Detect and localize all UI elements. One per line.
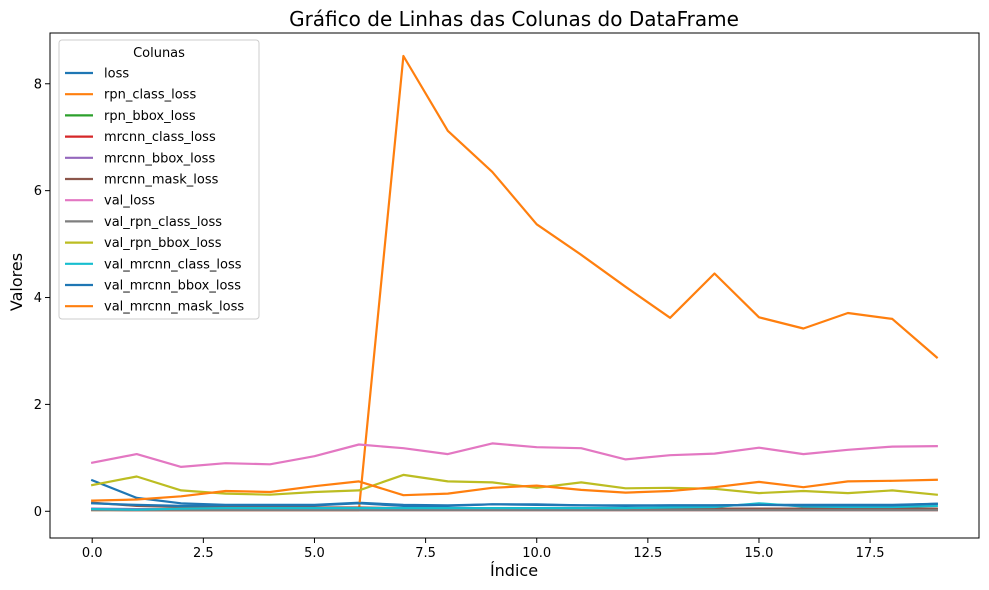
legend-item: val_mrcnn_class_loss — [65, 257, 242, 272]
legend-label: rpn_class_loss — [104, 88, 196, 103]
x-tick-label: 12.5 — [633, 546, 662, 561]
y-tick-label: 8 — [34, 77, 42, 92]
legend-label: mrcnn_class_loss — [104, 130, 216, 145]
legend-box — [58, 39, 260, 320]
legend-label: val_rpn_class_loss — [104, 215, 222, 230]
legend-label: val_mrcnn_bbox_loss — [104, 279, 241, 294]
series-line-val-mrcnn-bbox-loss — [91, 502, 938, 507]
legend-label: val_loss — [104, 194, 155, 209]
chart-title: Gráfico de Linhas das Colunas do DataFra… — [289, 7, 739, 31]
legend-item: val_mrcnn_mask_loss — [65, 300, 244, 315]
series-layer — [90, 54, 939, 512]
x-axis-label: Índice — [490, 561, 538, 580]
y-axis: 0 2 4 6 8 — [34, 77, 50, 520]
legend-item: val_rpn_class_loss — [65, 215, 222, 230]
x-tick-label: 2.5 — [193, 546, 214, 561]
legend: Colunas loss rpn_class_loss rpn_bbox_lossm… — [58, 39, 260, 320]
y-tick-label: 2 — [34, 398, 42, 413]
y-tick-label: 4 — [34, 291, 42, 306]
y-tick-label: 6 — [34, 184, 42, 199]
legend-item: val_loss — [65, 194, 155, 209]
legend-title: Colunas — [133, 46, 185, 61]
legend-item: mrcnn_bbox_loss — [65, 151, 215, 166]
x-tick-label: 10.0 — [522, 546, 551, 561]
legend-label: rpn_bbox_loss — [104, 109, 196, 124]
x-tick-label: 0.0 — [82, 546, 103, 561]
legend-label: mrcnn_bbox_loss — [104, 151, 215, 166]
y-axis-label: Valores — [7, 253, 26, 311]
legend-item: mrcnn_class_loss — [65, 130, 216, 145]
legend-label: val_mrcnn_class_loss — [104, 257, 242, 272]
x-tick-label: 17.5 — [856, 546, 885, 561]
legend-label: loss — [104, 67, 129, 82]
series-line-val-rpn-bbox-loss — [90, 473, 939, 496]
legend-item: loss — [65, 67, 129, 82]
x-tick-label: 7.5 — [415, 546, 436, 561]
x-tick-label: 5.0 — [304, 546, 325, 561]
plot-frame — [49, 32, 980, 539]
y-tick-label: 0 — [34, 505, 42, 520]
series-line-val-mrcnn-mask-loss — [91, 478, 938, 502]
legend-item: rpn_bbox_loss — [65, 109, 196, 124]
legend-item: val_mrcnn_bbox_loss — [65, 279, 241, 294]
x-axis: 0.0 2.5 5.0 7.5 10.0 12.5 15.0 17.5 — [82, 538, 885, 561]
legend-item: val_rpn_bbox_loss — [65, 236, 222, 251]
legend-label: val_rpn_bbox_loss — [104, 236, 222, 251]
legend-item: mrcnn_mask_loss — [65, 173, 219, 188]
x-tick-label: 15.0 — [744, 546, 773, 561]
legend-label: val_mrcnn_mask_loss — [104, 300, 244, 315]
legend-label: mrcnn_mask_loss — [104, 173, 219, 188]
series-line-val-loss — [90, 442, 938, 468]
legend-item: rpn_class_loss — [65, 88, 196, 103]
legend-items: loss rpn_class_loss rpn_bbox_loss mrcnn_cla… — [65, 67, 244, 315]
